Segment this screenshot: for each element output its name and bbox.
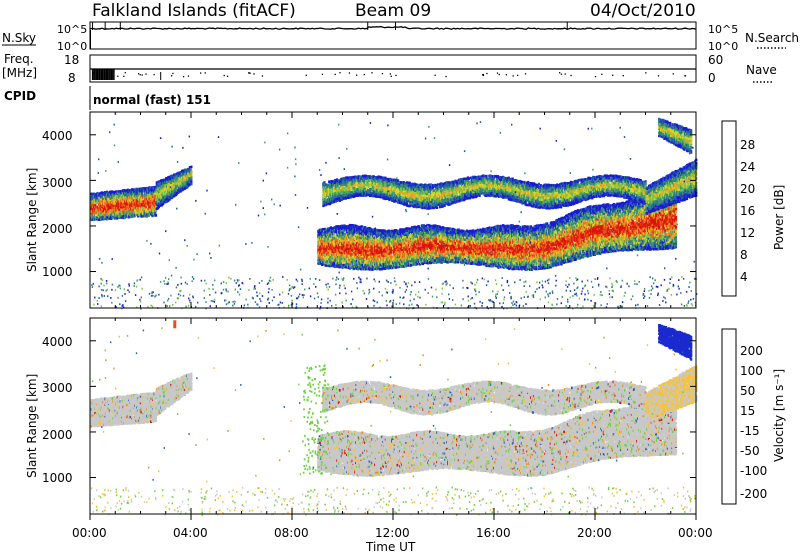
power-cbar-tick-4: 4: [740, 270, 748, 284]
xtick-0400: 04:00: [173, 526, 208, 540]
xtick-2400: 00:00: [678, 526, 713, 540]
velocity-ytick-4000: 4000: [42, 335, 73, 349]
velocity-cbar-tick-100: 100: [740, 364, 763, 378]
power-cbar-tick-24: 24: [740, 160, 755, 174]
x-axis-ticks: [89, 514, 697, 520]
freq-trace: [90, 68, 696, 80]
date-label: 04/Oct/2010: [590, 1, 696, 21]
velocity-cbar-tick-m15: -15: [740, 424, 760, 438]
power-ytick-1000: 1000: [42, 265, 73, 279]
velocity-ylabel: Slant Range [km]: [25, 374, 39, 478]
velocity-cbar-tick-m50: -50: [740, 444, 760, 458]
velocity-cbar-tick-m100: -100: [740, 464, 767, 478]
freq-unit-label: [MHz]: [2, 66, 37, 80]
nsky-label: N.Sky: [2, 31, 36, 45]
nsky-panel-frame: [89, 21, 697, 50]
power-ytick-4000: 4000: [42, 129, 73, 143]
freq-tick-bottom: 8: [68, 71, 76, 85]
power-ylabel: Slant Range [km]: [25, 168, 39, 272]
nsky-tick-bottom-right: 10^0: [708, 40, 738, 53]
power-cbar-tick-12: 12: [740, 226, 755, 240]
power-cbar-label: Power [dB]: [772, 185, 786, 250]
x-axis-label: Time UT: [365, 540, 416, 554]
beam-label: Beam 09: [355, 1, 431, 21]
nsky-tick-top-right: 10^5: [708, 23, 738, 36]
xtick-1200: 12:00: [375, 526, 410, 540]
velocity-cbar-tick-15: 15: [740, 404, 755, 418]
velocity-ytick-3000: 3000: [42, 381, 73, 395]
velocity-ytick-1000: 1000: [42, 471, 73, 485]
cpid-value: normal (fast) 151: [93, 93, 211, 107]
power-cbar-tick-16: 16: [740, 204, 755, 218]
nsky-trace: [89, 22, 697, 49]
nave-label: Nave: [746, 63, 777, 77]
plot-title: Falkland Islands (fitACF): [92, 1, 296, 21]
xtick-2000: 20:00: [577, 526, 612, 540]
velocity-data-layer: [90, 320, 698, 516]
velocity-ytick-2000: 2000: [42, 428, 73, 442]
nsearch-label: N.Search: [745, 31, 799, 45]
velocity-panel: [89, 317, 698, 516]
nave-tick-bottom: 0: [708, 71, 716, 85]
freq-label: Freq.: [4, 52, 34, 66]
nsky-tick-bottom-left: 10^0: [57, 40, 87, 53]
xtick-0000: 00:00: [72, 526, 107, 540]
cpid-label: CPID: [4, 89, 36, 103]
velocity-cbar-tick-50: 50: [740, 384, 755, 398]
power-ytick-3000: 3000: [42, 176, 73, 190]
velocity-cbar-tick-m200: -200: [740, 487, 767, 501]
velocity-colorbar: [721, 328, 737, 505]
freq-tick-top: 18: [64, 53, 79, 67]
power-cbar-tick-8: 8: [740, 248, 748, 262]
power-ytick-2000: 2000: [42, 222, 73, 236]
power-cbar-tick-20: 20: [740, 182, 755, 196]
xtick-1600: 16:00: [476, 526, 511, 540]
power-cbar-tick-28: 28: [740, 138, 755, 152]
power-panel: [89, 111, 698, 310]
nsky-tick-top-left: 10^5: [57, 23, 87, 36]
nave-tick-top: 60: [708, 53, 723, 67]
xtick-0800: 08:00: [274, 526, 309, 540]
power-colorbar: [721, 120, 737, 297]
power-data-layer: [90, 117, 698, 310]
velocity-cbar-label: Velocity [m s⁻¹]: [772, 369, 786, 462]
velocity-cbar-tick-200: 200: [740, 344, 763, 358]
